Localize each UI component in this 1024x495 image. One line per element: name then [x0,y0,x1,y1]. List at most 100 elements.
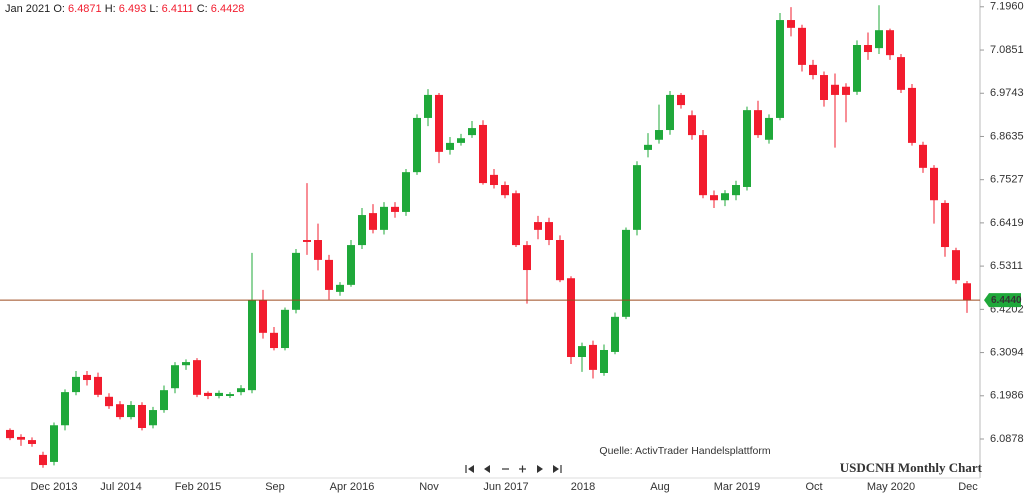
candle-body [842,86,850,95]
candle-body [655,130,663,140]
candle-body [611,316,619,352]
candle-body [633,165,641,230]
candle-body [6,429,14,439]
candle-body [17,436,25,440]
x-tick-label: Apr 2016 [330,481,375,493]
y-tick-label: 6.8635 [990,130,1024,142]
nav-prev[interactable] [484,465,490,473]
ohlc-part: Jan 2021 [5,3,50,15]
nav-last[interactable] [553,465,562,473]
candle-body [105,396,113,407]
candle-body [688,115,696,136]
chart-title: USDCNH Monthly Chart [840,460,983,475]
candle-body [919,144,927,168]
candle-body [325,259,333,290]
candle-body [127,404,135,418]
candle-body [578,346,586,358]
candle-body [556,240,564,281]
y-tick-label: 6.1986 [990,390,1024,402]
y-tick-label: 6.6419 [990,217,1024,229]
candle-body [347,245,355,285]
candle-body [721,193,729,201]
candle-body [600,349,608,374]
last-price-badge [984,293,1021,308]
nav-zoom-in[interactable] [519,465,526,473]
candle-body [644,144,652,150]
candle-body [776,20,784,118]
candle-body [468,128,476,136]
ohlc-part: 6.4111 [162,3,194,15]
candle-body [314,240,322,260]
candle-body [149,410,157,426]
candle-body [490,174,498,186]
candle-body [743,110,751,187]
source-note: Quelle: ActivTrader Handelsplattform [599,445,770,457]
x-tick-label: 2018 [571,481,595,493]
x-tick-label: Sep [265,481,285,493]
ohlc-header: Jan 2021 O: 6.4871 H: 6.493 L: 6.4111 C:… [5,3,244,15]
candle-body [292,252,300,310]
candle-body [589,344,597,370]
candle-body [226,394,234,397]
candle-body [446,142,454,150]
ohlc-part: C: [197,3,208,15]
nav-first[interactable] [465,465,474,473]
candle-body [215,392,223,397]
candle-body [61,392,69,426]
last-price-label: 6.4440 [991,295,1022,306]
candle-body [380,206,388,230]
candle-body [512,193,520,246]
candle-body [160,390,168,411]
ohlc-part: L: [149,3,158,15]
candle-body [523,245,531,271]
x-tick-label: Oct [805,481,822,493]
y-tick-label: 7.1960 [990,1,1024,13]
candle-body [798,27,806,65]
candle-body [424,94,432,118]
x-tick-label: Feb 2015 [175,481,221,493]
candle-body [391,206,399,212]
candle-body [941,202,949,248]
ohlc-part: 6.4428 [211,3,245,15]
candle-body [534,222,542,230]
candle-body [875,30,883,49]
candle-body [28,440,36,444]
candle-body [94,376,102,395]
candle-body [908,87,916,143]
candle-body [171,365,179,389]
candle-body [259,300,267,333]
candle-body [897,57,905,90]
candle-body [732,185,740,196]
candle-body [204,392,212,397]
candle-body [237,388,245,393]
x-tick-label: Jun 2017 [483,481,528,493]
candle-body [864,45,872,53]
ohlc-part: O: [53,3,65,15]
navigation-controls [465,465,562,473]
nav-next[interactable] [537,465,543,473]
candle-body [952,250,960,281]
candle-body [303,240,311,242]
candle-body [72,376,80,393]
candle-body [963,283,971,301]
y-tick-label: 6.5311 [990,260,1023,272]
candle-body [754,110,762,136]
candle-body [336,284,344,292]
candle-body [765,117,773,140]
x-tick-label: Mar 2019 [714,481,760,493]
x-tick-label: Dec 2013 [30,481,77,493]
candle-body [248,300,256,391]
x-tick-label: Dec [958,481,978,493]
candle-body [820,75,828,100]
candle-body [831,84,839,95]
y-tick-label: 6.3094 [990,346,1024,358]
y-tick-label: 7.0851 [990,44,1024,56]
candle-body [567,278,575,358]
candle-body [50,425,58,462]
y-tick-label: 6.7527 [990,174,1024,186]
y-tick-label: 6.0878 [990,433,1024,445]
candle-body [270,332,278,349]
candle-body [193,360,201,395]
ohlc-part: 6.4871 [68,3,102,15]
